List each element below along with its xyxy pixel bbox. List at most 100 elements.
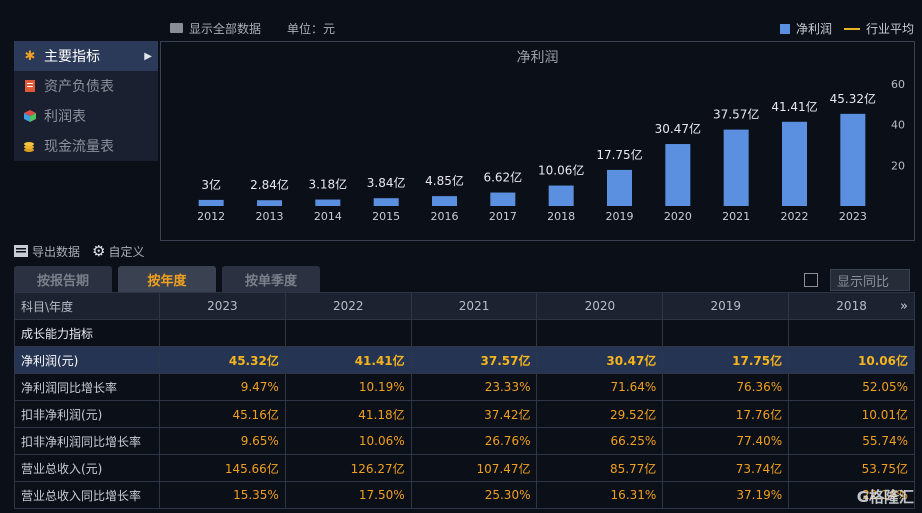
bar-2017[interactable] xyxy=(490,192,516,206)
table-cell: 17.75亿 xyxy=(662,346,790,374)
bar-2013[interactable] xyxy=(257,200,282,206)
row-label: 营业总收入同比增长率 xyxy=(14,481,160,509)
table-cell: 10.06% xyxy=(284,427,412,455)
x-tick-label: 2023 xyxy=(839,210,867,223)
table-cell: 37.57亿 xyxy=(410,346,538,374)
table-cell xyxy=(662,319,790,347)
header-year[interactable]: 2018 » xyxy=(788,292,915,320)
bar-value-label: 30.47亿 xyxy=(655,121,701,136)
nav-item-income-statement[interactable]: 利润表 xyxy=(14,101,158,131)
x-tick-label: 2022 xyxy=(781,210,809,223)
row-label: 净利润同比增长率 xyxy=(14,373,160,401)
bar-2019[interactable] xyxy=(607,169,632,206)
customize-button[interactable]: ⚙ 自定义 xyxy=(92,242,144,260)
table-cell: 17.50% xyxy=(284,481,412,509)
header-subject-year: 科目\年度 xyxy=(14,292,160,320)
table-cell: 9.65% xyxy=(159,427,286,455)
table-cell: 10.06亿 xyxy=(788,346,915,374)
bar-2018[interactable] xyxy=(548,185,574,206)
period-tabs: 按报告期 按年度 按单季度 xyxy=(14,266,326,292)
legend-bar-swatch xyxy=(779,23,790,34)
bar-2021[interactable] xyxy=(723,129,749,206)
comment-icon xyxy=(170,23,183,33)
table-cell: 15.35% xyxy=(159,481,286,509)
nav-item-main-indicators[interactable]: ✱ 主要指标 ▶ xyxy=(14,41,158,71)
show-all-toggle[interactable]: 显示全部数据 xyxy=(170,20,261,37)
header-year[interactable]: 2022 xyxy=(284,292,412,320)
y-tick-label: 60 xyxy=(891,78,905,91)
indicator-table: 科目\年度 2023 2022 2021 2020 2019 2018 » 成长… xyxy=(14,292,915,509)
table-row[interactable]: 净利润同比增长率 9.47% 10.19% 23.33% 71.64% 76.36% 52.… xyxy=(14,373,915,401)
yoy-control: 显示同比 xyxy=(804,269,910,291)
bar-value-label: 17.75亿 xyxy=(596,147,642,162)
legend-industry-avg[interactable]: 行业平均 xyxy=(865,22,914,36)
legend-line-swatch xyxy=(843,27,860,30)
bar-value-label: 2.84亿 xyxy=(250,177,289,192)
table-cell: 107.47亿 xyxy=(410,454,538,482)
bar-2020[interactable] xyxy=(665,144,691,206)
export-data-button[interactable]: 导出数据 xyxy=(14,243,80,260)
tab-by-quarter[interactable]: 按单季度 xyxy=(222,266,320,292)
table-toolbar: 导出数据 ⚙ 自定义 xyxy=(14,240,156,262)
row-label: 营业总收入(元) xyxy=(14,454,160,482)
watermark-logo: G格隆汇 xyxy=(856,488,914,506)
x-tick-label: 2012 xyxy=(197,210,225,223)
table-cell: 10.19% xyxy=(284,373,412,401)
header-year[interactable]: 2023 xyxy=(159,292,286,320)
bar-2014[interactable] xyxy=(315,199,341,206)
show-all-label: 显示全部数据 xyxy=(189,21,262,36)
bar-2023[interactable] xyxy=(840,113,866,206)
show-yoy-button[interactable]: 显示同比 xyxy=(830,269,910,291)
table-cell: 53.75亿 xyxy=(788,454,915,482)
table-row[interactable]: 营业总收入(元) 145.66亿 126.27亿 107.47亿 85.77亿 73.74… xyxy=(14,454,915,482)
chart-canvas: 20 40 60 3亿 2012 2.84亿 2013 3.18亿 2014 3.84亿 2015 4… xyxy=(197,78,905,223)
header-year[interactable]: 2019 xyxy=(662,292,790,320)
nav-item-balance-sheet[interactable]: 资产负债表 xyxy=(14,71,158,101)
bar-2022[interactable] xyxy=(782,121,807,206)
table-cell xyxy=(788,319,915,347)
table-row[interactable]: 营业总收入同比增长率 15.35% 17.50% 25.30% 16.31% 37.19%… xyxy=(14,481,915,509)
bar-value-label: 4.85亿 xyxy=(425,173,464,188)
bar-2012[interactable] xyxy=(198,199,224,206)
x-tick-label: 2013 xyxy=(256,210,284,223)
nav-item-label: 主要指标 xyxy=(44,49,100,65)
legend-net-profit[interactable]: 净利润 xyxy=(795,22,832,36)
table-cell: 52.05% xyxy=(788,373,915,401)
header-year[interactable]: 2021 xyxy=(410,292,538,320)
chevron-right-icon: ▶ xyxy=(144,50,152,62)
bar-value-label: 3.18亿 xyxy=(308,177,347,192)
x-tick-label: 2017 xyxy=(489,210,517,223)
table-cell: 45.32亿 xyxy=(159,346,286,374)
table-cell: 16.31% xyxy=(536,481,664,509)
table-cell: 25.30% xyxy=(410,481,538,509)
more-columns-icon[interactable]: » xyxy=(900,299,908,314)
left-nav: ✱ 主要指标 ▶ 资产负债表 利润表 现金流量表 xyxy=(14,41,158,161)
export-icon xyxy=(14,245,28,257)
table-row[interactable]: 扣非净利润(元) 45.16亿 41.18亿 37.42亿 29.52亿 17.76亿 10… xyxy=(14,400,915,428)
tab-by-year[interactable]: 按年度 xyxy=(118,266,216,292)
sheet-icon xyxy=(22,78,38,94)
table-cell: 30.47亿 xyxy=(536,346,664,374)
table-cell: 66.25% xyxy=(536,427,664,455)
x-tick-label: 2018 xyxy=(547,210,575,223)
header-year[interactable]: 2020 xyxy=(536,292,664,320)
nav-item-label: 利润表 xyxy=(44,109,86,125)
table-row[interactable]: 扣非净利润同比增长率 9.65% 10.06% 26.76% 66.25% 77.40% 5… xyxy=(14,427,915,455)
table-row[interactable]: 成长能力指标 xyxy=(14,319,915,347)
bar-value-label: 3.84亿 xyxy=(367,175,406,190)
yoy-checkbox[interactable] xyxy=(804,273,818,287)
nav-item-cash-flow[interactable]: 现金流量表 xyxy=(14,131,158,161)
bar-2015[interactable] xyxy=(373,198,399,206)
table-cell: 85.77亿 xyxy=(536,454,664,482)
table-cell: 41.18亿 xyxy=(284,400,412,428)
table-cell: 26.76% xyxy=(410,427,538,455)
gear-icon: ⚙ xyxy=(92,242,106,260)
unit-label: 单位：元 xyxy=(287,21,336,36)
table-cell: 71.64% xyxy=(536,373,664,401)
bar-2016[interactable] xyxy=(432,196,457,206)
table-row[interactable]: 净利润(元) 45.32亿 41.41亿 37.57亿 30.47亿 17.75亿 10.0… xyxy=(14,346,915,374)
table-cell: 76.36% xyxy=(662,373,790,401)
table-cell: 37.42亿 xyxy=(410,400,538,428)
tab-by-report-period[interactable]: 按报告期 xyxy=(14,266,112,292)
row-label: 净利润(元) xyxy=(14,346,160,374)
